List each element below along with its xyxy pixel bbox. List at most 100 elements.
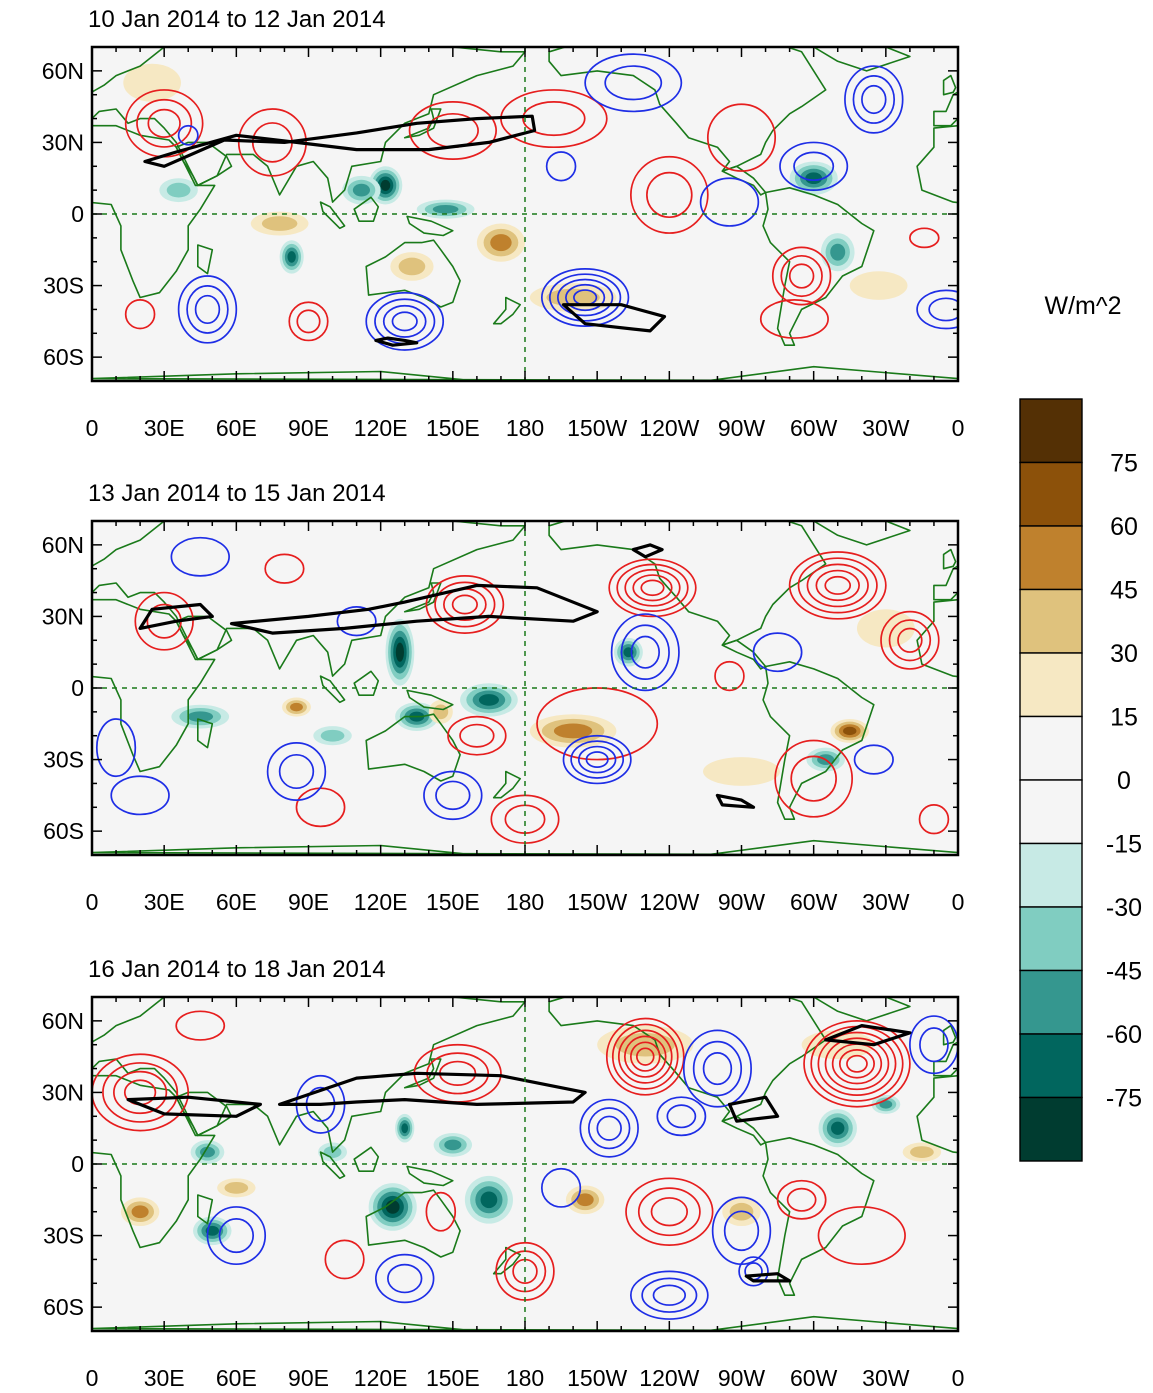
map-layers bbox=[0, 521, 958, 855]
negative-height-contour bbox=[793, 151, 835, 182]
colorbar-labels: 75 60 45 30 15 0 -15 -30 -45 -60 -75 bbox=[1106, 450, 1142, 1113]
negative-height-contour bbox=[577, 745, 617, 774]
olr-anomaly-patch bbox=[320, 729, 345, 742]
coastline-north-america bbox=[548, 47, 827, 172]
longitude-tick-label: 150W bbox=[567, 1365, 627, 1391]
latitude-tick-label: 30N bbox=[42, 1079, 84, 1105]
positive-height-contour bbox=[806, 563, 869, 608]
negative-height-contour bbox=[95, 718, 137, 778]
latitude-tick-label: 60S bbox=[43, 344, 84, 370]
height-anomaly-contours bbox=[95, 536, 950, 844]
panel-title: 16 Jan 2014 to 18 Jan 2014 bbox=[88, 956, 386, 983]
latitude-tick-label: 60N bbox=[42, 1008, 84, 1034]
positive-height-contour bbox=[447, 715, 507, 756]
positive-height-contour bbox=[451, 594, 478, 615]
colorbar-box bbox=[1019, 588, 1083, 654]
olr-anomaly-patch bbox=[910, 1146, 934, 1158]
jet-contours bbox=[143, 114, 667, 347]
coastline-madagascar bbox=[1064, 245, 1079, 274]
positive-height-contour bbox=[650, 1197, 689, 1227]
coastline-africa bbox=[92, 124, 216, 299]
olr-anomaly-layer bbox=[120, 1025, 942, 1246]
jet-contours bbox=[126, 1023, 912, 1283]
negative-height-contour bbox=[752, 632, 803, 673]
negative-height-contour bbox=[206, 1206, 267, 1266]
jet-contour bbox=[126, 1095, 262, 1118]
longitude-tick-label: 90E bbox=[288, 889, 329, 915]
jet-contour bbox=[744, 1272, 792, 1283]
negative-height-contour bbox=[692, 1040, 743, 1097]
olr-anomaly-patch bbox=[831, 1121, 845, 1135]
longitude-tick-label: 150E bbox=[426, 889, 480, 915]
panel-title: 10 Jan 2014 to 12 Jan 2014 bbox=[88, 6, 386, 33]
jet-contour bbox=[143, 114, 537, 168]
positive-height-contour bbox=[706, 103, 777, 172]
longitude-tick-label: 180 bbox=[506, 1365, 544, 1391]
colorbar-box bbox=[1019, 398, 1083, 464]
latitude-tick-label: 30S bbox=[43, 747, 84, 773]
reference-lines bbox=[92, 997, 958, 1331]
positive-height-contour bbox=[459, 723, 495, 748]
coastline-eurasia bbox=[92, 47, 526, 203]
latitude-tick-label: 30N bbox=[42, 129, 84, 155]
colorbar-tick-label: 15 bbox=[1110, 704, 1138, 732]
olr-anomaly-layer bbox=[171, 609, 915, 786]
coastline-greenland bbox=[812, 997, 911, 1022]
negative-height-contour bbox=[549, 273, 622, 322]
colorbar-tick-label: 60 bbox=[1110, 513, 1138, 541]
reference-lines bbox=[92, 47, 958, 381]
negative-height-contour bbox=[570, 740, 625, 779]
negative-height-contour bbox=[652, 1284, 687, 1306]
olr-anomaly-patch bbox=[478, 694, 499, 706]
coastline-antarctica-edge bbox=[92, 365, 958, 381]
negative-height-contour bbox=[278, 753, 315, 790]
negative-height-contour bbox=[218, 1218, 255, 1254]
longitude-tick-label: 120E bbox=[354, 889, 408, 915]
longitude-tick-label: 30E bbox=[144, 415, 185, 441]
coastline-sumatra bbox=[319, 201, 346, 230]
positive-height-contour bbox=[264, 553, 305, 584]
positive-height-contour bbox=[408, 101, 497, 160]
positive-height-contour bbox=[774, 739, 854, 818]
longitude-tick-label: 180 bbox=[506, 889, 544, 915]
positive-height-contour bbox=[616, 563, 689, 612]
negative-height-contour bbox=[919, 1027, 949, 1063]
jet-contour bbox=[138, 602, 214, 630]
positive-height-contour bbox=[522, 101, 586, 137]
positive-height-contour bbox=[771, 246, 832, 306]
coastline-australia bbox=[365, 1189, 461, 1258]
coastline-south-america bbox=[762, 661, 875, 820]
coastline-sumatra bbox=[319, 675, 346, 704]
negative-height-contour bbox=[596, 1115, 622, 1141]
longitude-labels: 0 30E 60E 90E 120E 150E 180 150W 120W 90W 60W 30W 0 bbox=[86, 415, 965, 441]
positive-height-contour bbox=[605, 1017, 685, 1096]
positive-height-contour bbox=[425, 1191, 457, 1232]
positive-height-contour bbox=[780, 254, 823, 298]
coastline-madagascar bbox=[1064, 1195, 1079, 1224]
positive-height-contour bbox=[617, 1029, 673, 1084]
coastline-south-america bbox=[0, 188, 8, 345]
positive-height-contour bbox=[624, 568, 681, 607]
negative-height-contour bbox=[186, 285, 229, 334]
coastline-greenland bbox=[0, 521, 44, 545]
colorbar-box bbox=[1019, 1096, 1083, 1162]
latitude-tick-label: 0 bbox=[71, 201, 84, 227]
negative-height-contour bbox=[540, 268, 630, 327]
negative-height-contour bbox=[585, 751, 609, 769]
map-panel-1: 10 Jan 2014 to 12 Jan 2014 60N 30N 0 30S 60S… bbox=[0, 6, 1079, 441]
negative-height-contour bbox=[382, 304, 427, 338]
coastline-japan bbox=[403, 582, 442, 613]
coastline-south-america bbox=[762, 187, 875, 346]
longitude-tick-label: 0 bbox=[952, 415, 965, 441]
negative-height-contour bbox=[604, 65, 663, 101]
jet-contour bbox=[278, 1071, 587, 1106]
coastline-arabia bbox=[175, 615, 233, 661]
positive-height-contour bbox=[536, 687, 659, 761]
negative-height-contour bbox=[266, 742, 327, 801]
longitude-tick-label: 30W bbox=[862, 1365, 910, 1391]
positive-height-contour bbox=[797, 557, 878, 614]
coastline-australia bbox=[365, 239, 461, 308]
coastline-new-guinea bbox=[406, 215, 454, 237]
longitude-tick-label: 90W bbox=[718, 1365, 766, 1391]
positive-height-contour bbox=[629, 1041, 661, 1072]
